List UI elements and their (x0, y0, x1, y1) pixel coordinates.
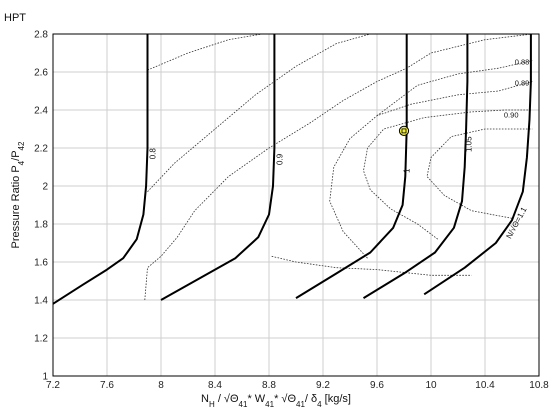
efficiency-contour-2 (363, 109, 533, 240)
speed-line-label-3: 1.05 (465, 136, 474, 152)
y-tick-labels: 1 1.2 1.4 1.6 1.8 2 2.2 2.4 2.6 2.8 (34, 30, 48, 383)
efficiency-contour-7 (271, 255, 472, 276)
efficiency-contour-0 (376, 60, 533, 117)
y-tick-label: 1 (42, 372, 48, 383)
x-tick-label: 7.6 (100, 380, 114, 391)
x-tick-label: 7.2 (46, 380, 60, 391)
efficiency-label-0: 0.88 (515, 57, 530, 66)
y-tick-label: 2.8 (34, 30, 48, 41)
efficiency-label-2: 0.90 (504, 111, 519, 120)
efficiency-contour-4 (144, 33, 533, 301)
efficiency-contour-3 (426, 128, 533, 219)
speed-line-label-1: 0.9 (276, 153, 285, 165)
efficiency-label-1: 0.89 (515, 78, 530, 87)
plot-frame (52, 33, 540, 377)
x-tick-label: 9.2 (316, 380, 330, 391)
efficiency-contour-5 (147, 33, 263, 71)
x-tick-label: 10.8 (529, 380, 549, 391)
operating-point-core (401, 128, 407, 134)
x-tick-label: 9.6 (370, 380, 384, 391)
y-tick-label: 2.6 (34, 68, 48, 79)
grid (52, 33, 540, 377)
x-tick-labels: 7.2 7.6 8 8.4 8.8 9.2 9.6 10 10.4 10.8 (46, 380, 549, 391)
y-tick-label: 1.8 (34, 220, 48, 231)
speed-line-label-2: 1 (402, 168, 411, 173)
y-axis-label: Pressure Ratio P4/P42 (10, 141, 26, 248)
operating-point (398, 125, 410, 136)
chart-title: HPT (4, 12, 26, 24)
y-tick-label: 2 (42, 182, 48, 193)
speed-line-3 (362, 34, 469, 299)
y-tick-label: 1.4 (34, 296, 48, 307)
y-tick-label: 2.4 (34, 106, 48, 117)
speed-line-2 (295, 34, 408, 299)
operating-point-marker (398, 125, 410, 136)
y-tick-label: 1.6 (34, 258, 48, 269)
speed-line-1 (160, 34, 276, 301)
x-tick-label: 8.4 (208, 380, 222, 391)
y-tick-label: 2.2 (34, 144, 48, 155)
x-tick-label: 10.4 (475, 380, 495, 391)
y-tick-label: 1.2 (34, 334, 48, 345)
speed-line-0 (52, 34, 149, 305)
line-labels: 0.80.911.05N/√Θ=1.10.880.890.90 (149, 57, 530, 240)
x-tick-label: 10 (425, 380, 437, 391)
x-tick-label: 8 (158, 380, 164, 391)
efficiency-contour-6 (147, 33, 371, 192)
speed-line-4 (423, 34, 532, 296)
speed-line-label-0: 0.8 (149, 148, 158, 160)
x-axis-label: NH / √Θ41* W41* √Θ41/ δ4 [kg/s] (201, 393, 351, 409)
efficiency-contour-1 (329, 81, 533, 259)
x-tick-label: 8.8 (262, 380, 276, 391)
speed-lines (52, 34, 532, 305)
